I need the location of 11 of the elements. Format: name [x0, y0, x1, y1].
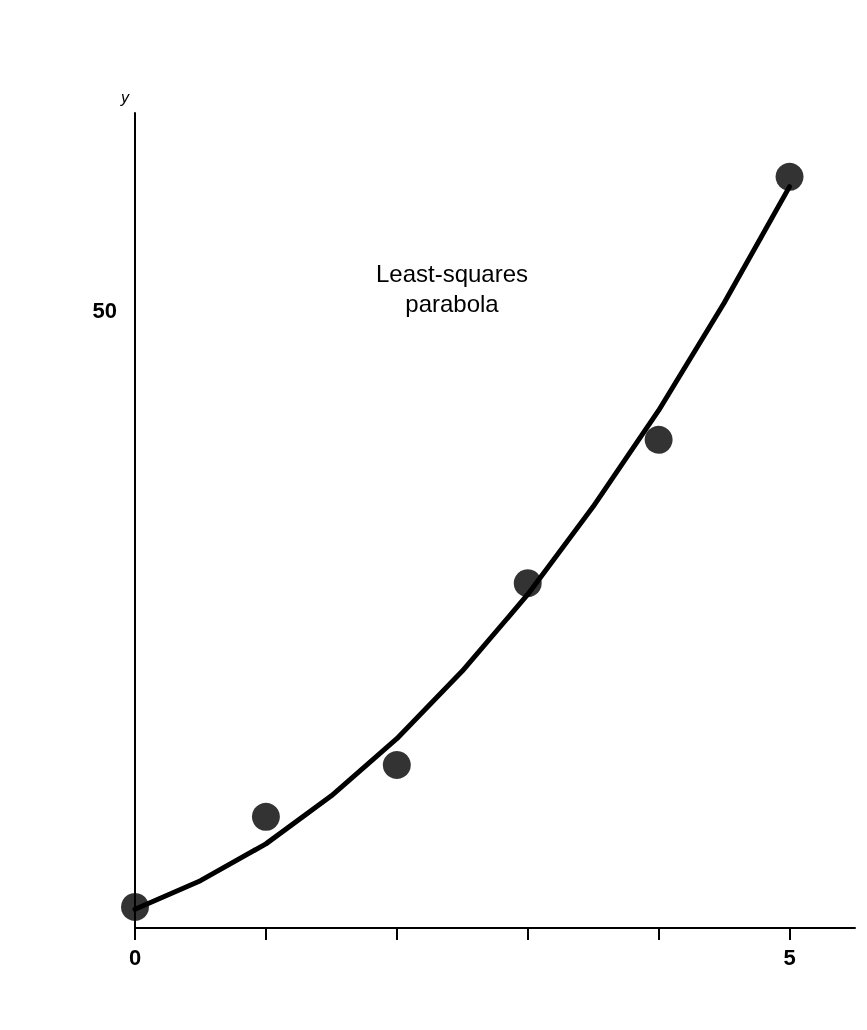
x-tick-label: 5 — [783, 944, 796, 970]
text: 50 — [92, 297, 117, 323]
point — [513, 569, 542, 598]
point — [775, 162, 804, 191]
point — [121, 892, 149, 921]
x-tick-label: 0 — [128, 944, 142, 970]
annotation: Least-squares parabola — [375, 259, 529, 317]
point — [644, 425, 673, 454]
point — [251, 802, 280, 831]
y-axis-title: y — [120, 88, 130, 106]
point — [382, 751, 411, 779]
